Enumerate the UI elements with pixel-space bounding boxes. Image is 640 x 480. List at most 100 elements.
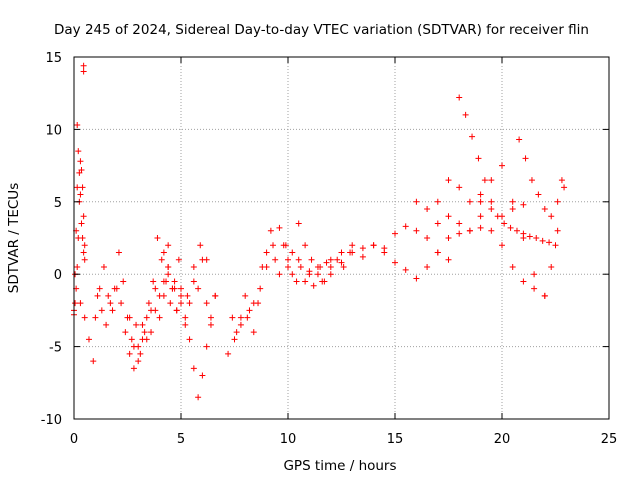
- data-point: [310, 282, 317, 289]
- y-tick-label: 10: [45, 123, 62, 138]
- data-point: [199, 372, 206, 379]
- data-point: [499, 213, 505, 220]
- data-point: [302, 242, 309, 249]
- data-point: [413, 227, 420, 234]
- data-point: [327, 263, 334, 270]
- x-tick-label: 10: [280, 432, 297, 447]
- data-point: [148, 329, 155, 336]
- data-point: [81, 314, 88, 321]
- data-point: [244, 314, 251, 321]
- data-point: [282, 242, 289, 249]
- data-point: [381, 249, 388, 256]
- series-late-right: [516, 136, 565, 220]
- data-point: [295, 220, 302, 227]
- data-point: [289, 271, 296, 278]
- data-point: [308, 256, 315, 263]
- data-point: [314, 271, 321, 278]
- data-point: [402, 266, 409, 273]
- data-point: [285, 263, 291, 270]
- data-point: [178, 285, 184, 292]
- data-point: [81, 242, 88, 249]
- x-tick-label: 5: [177, 432, 185, 447]
- data-point: [392, 259, 398, 266]
- data-point: [225, 350, 232, 357]
- data-point: [203, 343, 210, 350]
- data-point: [103, 321, 110, 328]
- data-point: [237, 314, 244, 321]
- data-point: [477, 191, 484, 198]
- data-point: [175, 256, 182, 263]
- data-point: [90, 358, 97, 365]
- data-point: [122, 329, 129, 336]
- data-point: [190, 365, 197, 372]
- y-tick-label: -10: [41, 413, 62, 428]
- data-point: [207, 321, 214, 328]
- data-point: [158, 256, 165, 263]
- data-point: [526, 233, 533, 240]
- series-mid-cluster: [160, 242, 219, 328]
- data-point: [242, 292, 249, 299]
- data-point: [207, 314, 214, 321]
- data-point: [212, 292, 219, 299]
- data-point: [295, 256, 302, 263]
- data-point: [541, 206, 548, 213]
- data-point: [237, 321, 244, 328]
- data-point: [338, 249, 345, 256]
- data-point: [133, 321, 140, 328]
- data-point: [80, 249, 87, 256]
- data-point: [554, 198, 561, 205]
- series-outlier-high: [74, 62, 87, 129]
- data-point: [445, 235, 452, 241]
- data-point: [78, 220, 85, 227]
- data-point: [80, 213, 87, 220]
- data-point: [434, 198, 441, 205]
- chart-title: Day 245 of 2024, Sidereal Day-to-day VTE…: [54, 22, 589, 38]
- data-point: [323, 259, 330, 266]
- data-point: [92, 314, 99, 321]
- series-late-high: [456, 94, 559, 249]
- data-point: [434, 249, 441, 256]
- series-flat-seg-b: [338, 224, 484, 282]
- data-point: [257, 285, 264, 292]
- data-point: [120, 278, 127, 285]
- data-point: [186, 336, 193, 343]
- y-axis-label: SDTVAR / TECUs: [6, 183, 22, 293]
- data-point: [359, 253, 366, 260]
- data-point: [475, 155, 482, 162]
- data-point: [165, 263, 172, 270]
- data-point: [160, 249, 167, 256]
- data-point: [263, 249, 270, 256]
- data-point: [143, 314, 150, 321]
- data-point: [424, 263, 431, 270]
- x-tick-label: 15: [387, 432, 404, 447]
- data-point: [250, 329, 257, 336]
- data-point: [317, 263, 324, 270]
- data-points: [71, 62, 568, 401]
- data-point: [531, 285, 538, 292]
- data-point: [195, 285, 202, 292]
- data-point: [507, 224, 514, 231]
- data-point: [456, 220, 463, 227]
- data-point: [522, 155, 529, 162]
- data-point: [165, 271, 172, 278]
- data-point: [150, 278, 157, 285]
- data-point: [321, 278, 328, 285]
- data-point: [94, 292, 101, 299]
- data-point: [509, 198, 516, 205]
- data-point: [520, 278, 527, 285]
- data-point: [276, 271, 283, 278]
- data-point: [501, 220, 508, 227]
- series-late-cross: [434, 198, 527, 234]
- data-point: [250, 300, 257, 307]
- data-point: [445, 213, 452, 220]
- data-point: [466, 227, 473, 234]
- data-point: [74, 184, 81, 191]
- data-point: [80, 68, 87, 75]
- data-point: [105, 292, 112, 299]
- series-rise-seg-b: [225, 220, 354, 357]
- data-point: [79, 235, 86, 241]
- data-point: [477, 224, 484, 231]
- data-point: [456, 230, 463, 237]
- data-point: [276, 224, 283, 231]
